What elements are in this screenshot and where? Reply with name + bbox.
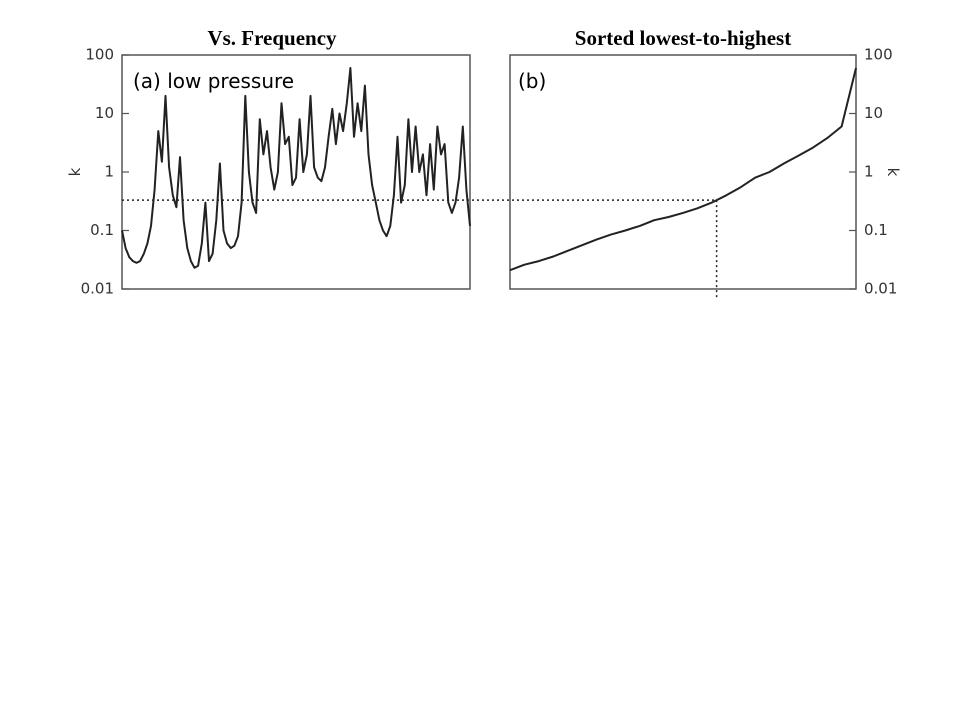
y-axis-label: k [884,168,902,177]
chart-title: Sorted lowest-to-highest [575,26,791,50]
y-tick-label: 0.01 [81,280,114,298]
y-tick-label: 100 [864,46,893,64]
y-tick-label: 0.1 [864,221,888,239]
data-line [509,67,857,272]
annotation: (a) low pressure [133,69,294,93]
y-tick-label: 10 [864,104,883,122]
annotation: (b) [518,69,546,93]
y-tick-label: 100 [85,46,114,64]
y-tick-label: 0.1 [90,221,114,239]
data-line [121,67,471,269]
y-tick-label: 0.01 [864,280,897,298]
y-tick-label: 10 [95,104,114,122]
y-tick-label: 1 [104,163,114,181]
y-tick-label: 1 [864,163,874,181]
chart-title: Vs. Frequency [207,26,337,50]
y-axis-label: k [66,167,84,176]
